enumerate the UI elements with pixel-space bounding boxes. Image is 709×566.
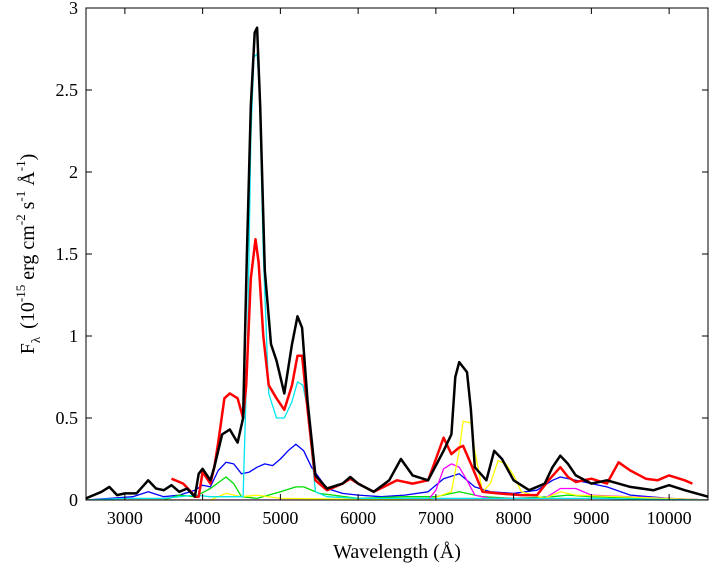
y-tick-label: 3 [69, 0, 78, 18]
y-title-exp4: -1 [13, 160, 28, 171]
x-axis: 3000 4000 5000 6000 7000 8000 9000 10000 [107, 8, 692, 528]
x-tick-label: 9000 [573, 508, 609, 528]
y-tick-label: 1 [69, 326, 78, 346]
y-title-close: ) [17, 154, 39, 161]
y-title-exp2: -2 [13, 214, 28, 225]
x-tick-label: 3000 [107, 508, 143, 528]
x-tick-label: 10000 [647, 508, 692, 528]
x-tick-label: 4000 [185, 508, 221, 528]
y-title-t2: erg cm [17, 225, 39, 280]
y-tick-label: 1.5 [56, 244, 79, 264]
series-layer [86, 26, 708, 500]
y-title-sub: λ [28, 336, 43, 343]
x-tick-label: 5000 [262, 508, 298, 528]
y-title-t3: s [17, 201, 39, 209]
svg-text:Fλ(10-15erg cm-2s-1Å-1): Fλ(10-15erg cm-2s-1Å-1) [13, 154, 43, 355]
series-line-7 [86, 26, 708, 500]
y-title-t4: Å [17, 171, 39, 186]
y-tick-label: 0.5 [56, 408, 79, 428]
series-line-3 [86, 463, 708, 500]
y-title-main: F [17, 343, 39, 354]
x-tick-label: 7000 [418, 508, 454, 528]
y-title-exp3: -1 [13, 191, 28, 202]
y-tick-label: 2 [69, 162, 78, 182]
y-tick-label: 0 [69, 490, 78, 510]
y-axis: 0 0.5 1 1.5 2 2.5 3 [56, 0, 708, 510]
series-line-5 [86, 53, 708, 500]
y-title-exp1: -15 [13, 285, 28, 302]
x-axis-title: Wavelength (Å) [333, 541, 461, 563]
y-title-open: (10 [17, 302, 39, 329]
series-line-4 [86, 420, 708, 500]
y-axis-title: Fλ(10-15erg cm-2s-1Å-1) [13, 154, 43, 355]
plot-frame [85, 7, 709, 501]
x-tick-label: 8000 [496, 508, 532, 528]
x-tick-label: 6000 [340, 508, 376, 528]
y-tick-label: 2.5 [56, 80, 79, 100]
series-line-6 [171, 237, 693, 498]
